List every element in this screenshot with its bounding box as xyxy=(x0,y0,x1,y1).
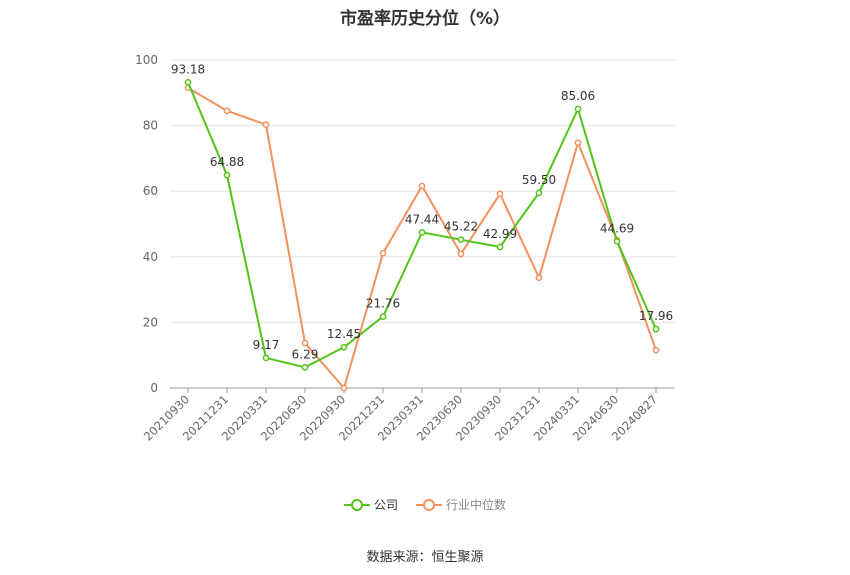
legend-label-company: 公司 xyxy=(373,498,398,512)
source-note: 数据来源：恒生聚源 xyxy=(366,550,484,565)
point-company xyxy=(535,189,543,197)
y-tick-label: 0 xyxy=(150,381,158,395)
legend-item-company[interactable]: 公司 xyxy=(343,496,398,513)
point-company xyxy=(652,325,660,333)
point-company xyxy=(379,313,387,320)
legend-marker-industry-median xyxy=(416,497,442,513)
point-industry-median xyxy=(262,121,270,128)
point-industry-median xyxy=(418,182,426,190)
data-label-company: 17.96 xyxy=(639,309,673,323)
point-company xyxy=(301,364,309,371)
point-company xyxy=(457,236,465,244)
point-company xyxy=(418,229,426,236)
point-industry-median xyxy=(496,190,504,198)
point-industry-median xyxy=(379,249,387,257)
y-tick-label: 40 xyxy=(143,250,158,264)
data-label-company: 21.76 xyxy=(366,297,400,311)
data-label-company: 6.29 xyxy=(292,347,319,361)
data-label-company: 45.22 xyxy=(444,220,478,234)
legend: 公司 行业中位数 xyxy=(0,496,850,513)
chart-title: 市盈率历史分位（%） xyxy=(339,9,511,29)
data-label-company: 85.06 xyxy=(561,89,595,103)
point-company xyxy=(223,171,231,179)
point-industry-median xyxy=(652,346,660,354)
data-label-company: 47.44 xyxy=(405,212,439,226)
y-tick-label: 60 xyxy=(143,184,158,198)
point-company xyxy=(340,343,348,351)
point-industry-median xyxy=(340,384,348,392)
legend-label-industry-median: 行业中位数 xyxy=(446,498,507,512)
data-label-company: 44.69 xyxy=(600,221,634,235)
point-industry-median xyxy=(301,339,309,347)
point-industry-median xyxy=(457,250,465,258)
y-tick-label: 100 xyxy=(135,53,158,67)
y-tick-label: 80 xyxy=(143,119,158,133)
legend-marker-company xyxy=(343,497,370,513)
data-label-company: 42.99 xyxy=(483,227,517,241)
legend-item-industry-median[interactable]: 行业中位数 xyxy=(416,496,506,513)
data-label-company: 64.88 xyxy=(210,155,244,169)
point-company xyxy=(574,105,582,113)
point-company xyxy=(262,354,270,362)
data-label-company: 12.45 xyxy=(327,327,361,341)
point-company xyxy=(613,238,621,245)
point-industry-median xyxy=(574,139,582,147)
y-tick-label: 20 xyxy=(143,315,158,329)
point-industry-median xyxy=(535,274,543,282)
point-company xyxy=(496,243,504,251)
point-industry-median xyxy=(223,107,231,115)
data-label-company: 93.18 xyxy=(171,62,205,76)
data-label-company: 9.17 xyxy=(253,338,280,352)
point-company xyxy=(184,79,192,86)
data-label-company: 59.50 xyxy=(522,173,556,187)
